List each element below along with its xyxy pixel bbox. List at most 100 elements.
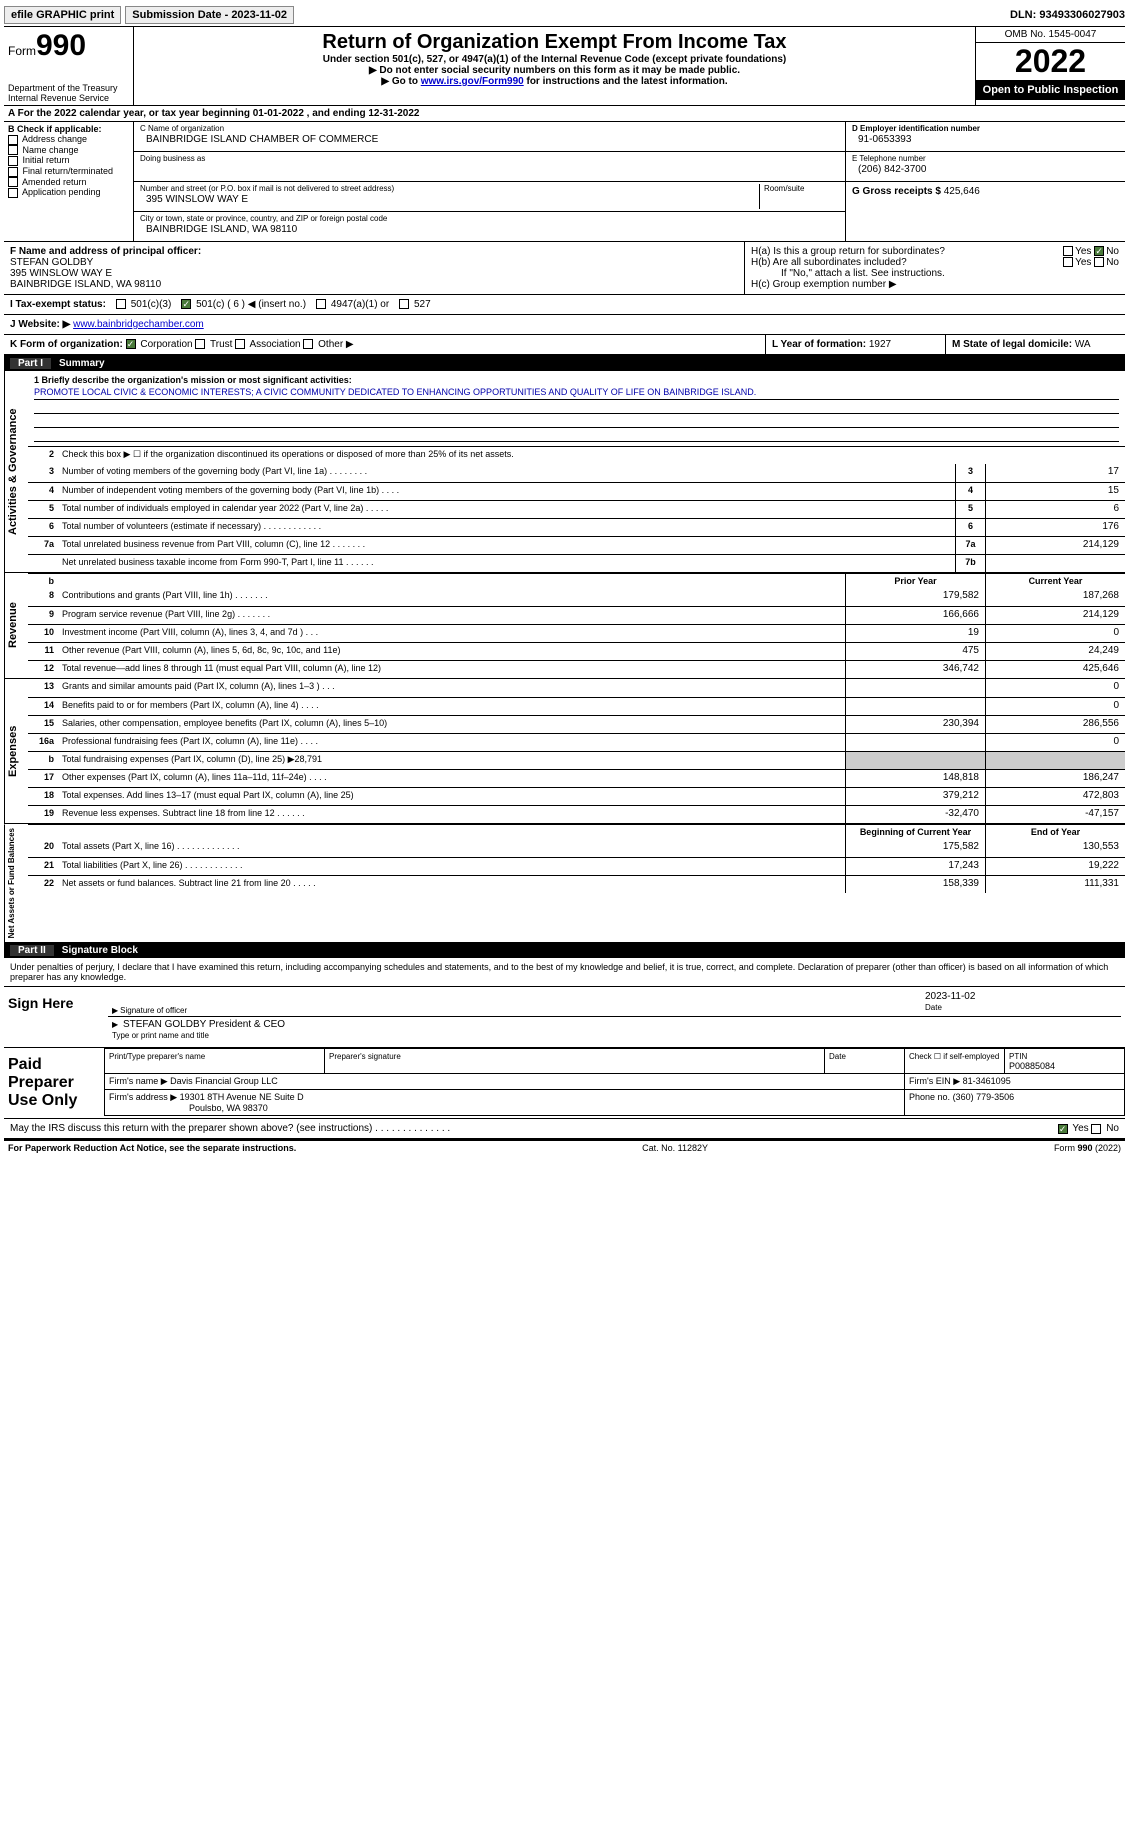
b-check[interactable] bbox=[8, 188, 18, 198]
dba-label: Doing business as bbox=[140, 154, 839, 163]
subtitle-3: ▶ Go to www.irs.gov/Form990 for instruct… bbox=[138, 76, 971, 87]
q1-label: 1 Briefly describe the organization's mi… bbox=[34, 375, 352, 385]
table-row: 5Total number of individuals employed in… bbox=[28, 500, 1125, 518]
table-row: 15Salaries, other compensation, employee… bbox=[28, 715, 1125, 733]
table-row: 13Grants and similar amounts paid (Part … bbox=[28, 679, 1125, 697]
b-check[interactable] bbox=[8, 135, 18, 145]
discuss-q: May the IRS discuss this return with the… bbox=[10, 1123, 1058, 1134]
b-check[interactable] bbox=[8, 145, 18, 155]
omb-number: OMB No. 1545-0047 bbox=[976, 27, 1125, 43]
i-4947[interactable] bbox=[316, 299, 326, 309]
part2-header: Part IISignature Block bbox=[4, 943, 1125, 958]
table-row: bTotal fundraising expenses (Part IX, co… bbox=[28, 751, 1125, 769]
k-trust[interactable] bbox=[195, 339, 205, 349]
table-row: 14Benefits paid to or for members (Part … bbox=[28, 697, 1125, 715]
table-row: 20Total assets (Part X, line 16) . . . .… bbox=[28, 839, 1125, 857]
footer: For Paperwork Reduction Act Notice, see … bbox=[4, 1140, 1125, 1155]
city-label: City or town, state or province, country… bbox=[140, 214, 839, 223]
table-row: 22Net assets or fund balances. Subtract … bbox=[28, 875, 1125, 893]
b-check[interactable] bbox=[8, 156, 18, 166]
hdr-end: End of Year bbox=[985, 825, 1125, 839]
k-other[interactable] bbox=[303, 339, 313, 349]
form-prefix: Form bbox=[8, 44, 36, 58]
m-label: M State of legal domicile: bbox=[952, 339, 1072, 350]
table-row: 16aProfessional fundraising fees (Part I… bbox=[28, 733, 1125, 751]
state-domicile: WA bbox=[1075, 339, 1091, 350]
vert-net: Net Assets or Fund Balances bbox=[4, 824, 28, 942]
type-print-lbl: Type or print name and title bbox=[112, 1031, 209, 1040]
efile-print-btn[interactable]: efile GRAPHIC print bbox=[4, 6, 121, 24]
b-check[interactable] bbox=[8, 167, 18, 177]
hb-yes[interactable] bbox=[1063, 257, 1073, 267]
part1-header: Part ISummary bbox=[4, 356, 1125, 371]
footer-mid: Cat. No. 11282Y bbox=[642, 1143, 708, 1153]
f-label: F Name and address of principal officer: bbox=[10, 246, 201, 257]
table-row: 21Total liabilities (Part X, line 26) . … bbox=[28, 857, 1125, 875]
sign-here: Sign Here bbox=[4, 987, 104, 1047]
calendar-year-line: A For the 2022 calendar year, or tax yea… bbox=[4, 106, 1125, 122]
table-row: 12Total revenue—add lines 8 through 11 (… bbox=[28, 660, 1125, 678]
vert-expenses: Expenses bbox=[4, 679, 28, 823]
top-bar: efile GRAPHIC print Submission Date - 20… bbox=[4, 4, 1125, 27]
table-row: 18Total expenses. Add lines 13–17 (must … bbox=[28, 787, 1125, 805]
i-501c[interactable] bbox=[181, 299, 191, 309]
k-label: K Form of organization: bbox=[10, 339, 123, 350]
ha-label: H(a) Is this a group return for subordin… bbox=[751, 246, 945, 257]
street: 395 WINSLOW WAY E bbox=[140, 193, 759, 209]
g-label: G Gross receipts $ bbox=[852, 186, 941, 197]
b-check[interactable] bbox=[8, 177, 18, 187]
submission-date: Submission Date - 2023-11-02 bbox=[125, 6, 294, 24]
d-label: D Employer identification number bbox=[852, 124, 980, 133]
ha-no[interactable] bbox=[1094, 246, 1104, 256]
mission-text: PROMOTE LOCAL CIVIC & ECONOMIC INTERESTS… bbox=[34, 385, 1119, 400]
firm-ein: 81-3461095 bbox=[963, 1076, 1011, 1086]
hb-label: H(b) Are all subordinates included? bbox=[751, 257, 907, 268]
discuss-yes[interactable] bbox=[1058, 1124, 1068, 1134]
table-row: 19Revenue less expenses. Subtract line 1… bbox=[28, 805, 1125, 823]
officer-name-title: STEFAN GOLDBY President & CEO bbox=[123, 1019, 285, 1030]
subtitle-2: ▶ Do not enter social security numbers o… bbox=[138, 65, 971, 76]
hc-label: H(c) Group exemption number ▶ bbox=[751, 279, 1119, 290]
officer-name: STEFAN GOLDBY bbox=[10, 257, 93, 268]
dept-treasury: Department of the Treasury bbox=[8, 83, 129, 93]
tax-year: 2022 bbox=[976, 43, 1125, 80]
dln: DLN: 93493306027903 bbox=[1010, 9, 1125, 21]
paid-preparer: Paid Preparer Use Only bbox=[4, 1048, 104, 1118]
table-row: 7aTotal unrelated business revenue from … bbox=[28, 536, 1125, 554]
firm-phone: (360) 779-3506 bbox=[953, 1092, 1015, 1102]
k-assoc[interactable] bbox=[235, 339, 245, 349]
form-title: Return of Organization Exempt From Incom… bbox=[138, 31, 971, 54]
table-row: 3Number of voting members of the governi… bbox=[28, 464, 1125, 482]
ein: 91-0653393 bbox=[852, 133, 1119, 149]
website[interactable]: www.bainbridgechamber.com bbox=[73, 319, 204, 330]
phone: (206) 842-3700 bbox=[852, 163, 1119, 179]
info-grid: B Check if applicable: Address change Na… bbox=[4, 122, 1125, 242]
ha-yes[interactable] bbox=[1063, 246, 1073, 256]
officer-city: BAINBRIDGE ISLAND, WA 98110 bbox=[10, 279, 161, 290]
firm-addr2: Poulsbo, WA 98370 bbox=[109, 1103, 268, 1113]
q2: Check this box ▶ ☐ if the organization d… bbox=[58, 447, 1125, 464]
hdr-prior: Prior Year bbox=[845, 574, 985, 588]
irs-link[interactable]: www.irs.gov/Form990 bbox=[421, 76, 524, 87]
l-label: L Year of formation: bbox=[772, 339, 866, 350]
firm-name: Davis Financial Group LLC bbox=[170, 1076, 278, 1086]
b-label: B Check if applicable: bbox=[8, 124, 102, 134]
subtitle-1: Under section 501(c), 527, or 4947(a)(1)… bbox=[138, 54, 971, 65]
discuss-no[interactable] bbox=[1091, 1124, 1101, 1134]
hb-no[interactable] bbox=[1094, 257, 1104, 267]
form-number: 990 bbox=[36, 29, 86, 62]
j-label: J Website: ▶ bbox=[10, 319, 70, 330]
footer-left: For Paperwork Reduction Act Notice, see … bbox=[8, 1143, 296, 1153]
table-row: 10Investment income (Part VIII, column (… bbox=[28, 624, 1125, 642]
table-row: Net unrelated business taxable income fr… bbox=[28, 554, 1125, 572]
hdr-current: Current Year bbox=[985, 574, 1125, 588]
firm-addr1: 19301 8TH Avenue NE Suite D bbox=[180, 1092, 304, 1102]
k-corp[interactable] bbox=[126, 339, 136, 349]
i-527[interactable] bbox=[399, 299, 409, 309]
sig-date: 2023-11-02 bbox=[925, 991, 975, 1002]
footer-right: Form 990 (2022) bbox=[1054, 1143, 1121, 1153]
c-name-label: C Name of organization bbox=[140, 124, 839, 133]
org-name: BAINBRIDGE ISLAND CHAMBER OF COMMERCE bbox=[140, 133, 839, 149]
i-501c3[interactable] bbox=[116, 299, 126, 309]
hdr-begin: Beginning of Current Year bbox=[845, 825, 985, 839]
